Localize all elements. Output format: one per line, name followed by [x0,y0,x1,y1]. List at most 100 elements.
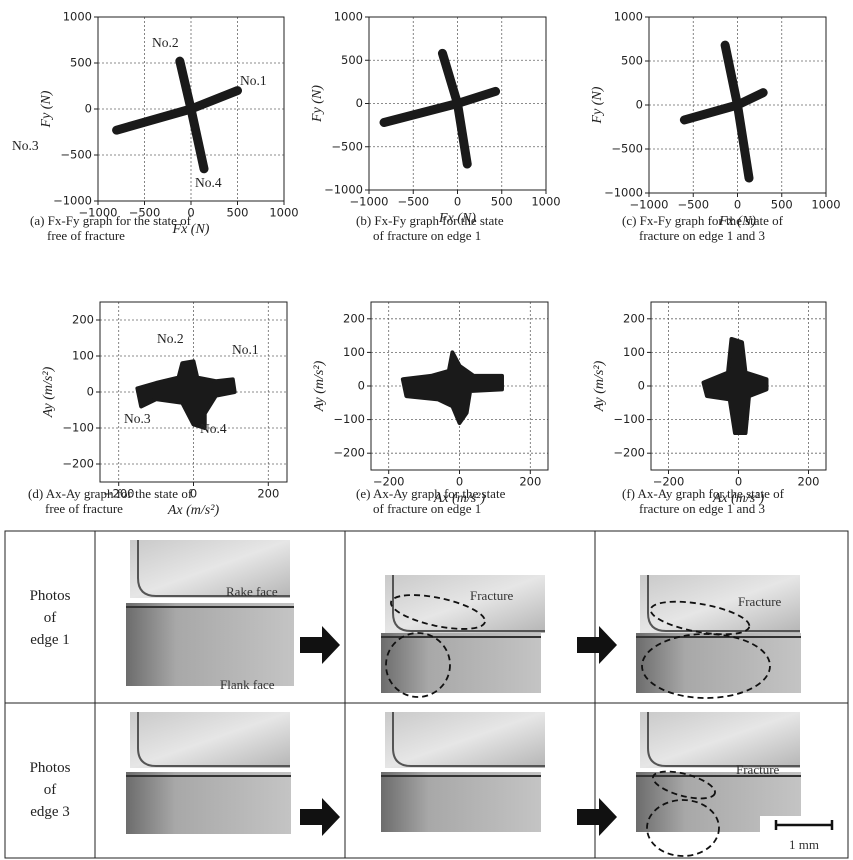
y-tick-label: 500 [621,54,643,68]
fracture-label: Fracture [736,762,780,777]
data-arm [384,91,496,122]
y-tick-label: 0 [85,102,92,116]
flank-photo [381,772,541,832]
x-tick-label: 200 [519,475,541,489]
scale-bar: 1 mm [760,816,832,852]
caption: of fracture on edge 1 [373,228,481,243]
y-axis-label: Fy (N) [310,85,325,123]
annotation: No.4 [200,421,227,436]
row-header: Photos [30,760,71,776]
y-tick-label: 1000 [334,10,363,24]
x-axis-label: Ax (m/s²) [167,503,220,518]
y-tick-label: 100 [623,345,645,359]
annotation: No.4 [195,175,222,190]
row-headers: Photos of edge 1 Photos of edge 3 [30,588,71,820]
y-tick-label: −500 [611,142,643,156]
flank-photo [381,633,541,693]
scale-label: 1 mm [789,837,819,852]
fracture-label: Fracture [470,588,514,603]
caption: free of fracture [45,501,123,516]
y-axis-label: Fy (N) [590,86,605,124]
x-tick-label: 0 [734,198,741,212]
row-header: of [44,610,57,626]
row-header: edge 3 [30,804,70,820]
x-tick-label: 1000 [531,195,560,209]
y-tick-label: −100 [333,412,365,426]
y-tick-label: 500 [341,53,363,67]
y-tick-label: 100 [72,349,94,363]
y-axis-label: Fy (N) [39,90,54,128]
rake-photo [640,712,800,768]
arrow [300,798,340,836]
row-header: of [44,782,57,798]
row-header: Photos [30,588,71,604]
flank-photo [636,633,801,693]
y-tick-label: 200 [623,311,645,325]
arrow [577,798,617,836]
flank-photo [126,603,294,686]
y-tick-label: −100 [62,421,94,435]
y-tick-label: −500 [60,148,92,162]
y-tick-label: 0 [638,379,645,393]
page: −1000−50005001000−1000−50005001000Fx (N)… [0,0,853,860]
y-tick-label: −1000 [53,194,92,208]
row-header: edge 1 [30,632,70,648]
annotation: No.1 [240,73,267,88]
rake-photo [130,712,290,768]
caption: fracture on edge 1 and 3 [639,501,765,516]
y-tick-label: −100 [613,412,645,426]
y-axis-label: Ay (m/s²) [312,360,327,412]
y-tick-label: 0 [356,96,363,110]
y-tick-label: 0 [87,385,94,399]
annotation: No.2 [157,331,184,346]
y-tick-label: −200 [613,446,645,460]
caption: (e) Ax-Ay graph for the state [356,486,506,501]
x-tick-label: 1000 [269,206,298,220]
annotation: No.2 [152,35,179,50]
x-tick-label: −500 [677,198,709,212]
x-tick-label: 0 [454,195,461,209]
data-arm [117,91,238,131]
x-tick-label: −1000 [350,195,389,209]
arrow [300,626,340,664]
rake-face-label: Rake face [226,584,278,599]
data-arm [684,93,763,120]
y-tick-label: −500 [331,139,363,153]
figure: −1000−50005001000−1000−50005001000Fx (N)… [0,0,853,860]
caption: (a) Fx-Fy graph for the state of [30,213,192,228]
y-tick-label: −1000 [324,183,363,197]
fracture-label: Fracture [738,594,782,609]
caption: (f) Ax-Ay graph for the state of [622,486,785,501]
x-tick-label: 1000 [811,198,840,212]
caption: free of fracture [47,228,125,243]
y-tick-label: 0 [636,98,643,112]
rake-photo [385,575,545,633]
y-axis-label: Ay (m/s²) [41,366,56,418]
y-tick-label: 500 [70,56,92,70]
caption: fracture on edge 1 and 3 [639,228,765,243]
x-tick-label: 500 [227,206,249,220]
caption: (c) Fx-Fy graph for the state of [622,213,784,228]
x-tick-label: 500 [491,195,513,209]
x-tick-label: −1000 [630,198,669,212]
charts: −1000−50005001000−1000−50005001000Fx (N)… [12,10,841,519]
annotation: No.1 [232,342,259,357]
y-tick-label: −200 [333,446,365,460]
x-tick-label: 500 [771,198,793,212]
y-tick-label: −200 [62,457,94,471]
data-cloud [137,361,234,428]
arrow [577,626,617,664]
x-tick-label: −500 [397,195,429,209]
y-tick-label: 0 [358,379,365,393]
data-cloud [403,352,502,423]
annotation: No.3 [124,411,151,426]
y-tick-label: 1000 [63,10,92,24]
y-tick-label: 200 [343,311,365,325]
data-cloud [704,339,767,433]
flank-photo [126,772,291,834]
annotation: No.3 [12,138,39,153]
y-tick-label: 200 [72,313,94,327]
y-tick-label: 1000 [614,10,643,24]
caption: (d) Ax-Ay graph for the state of [28,486,193,501]
x-tick-label: 200 [798,475,820,489]
